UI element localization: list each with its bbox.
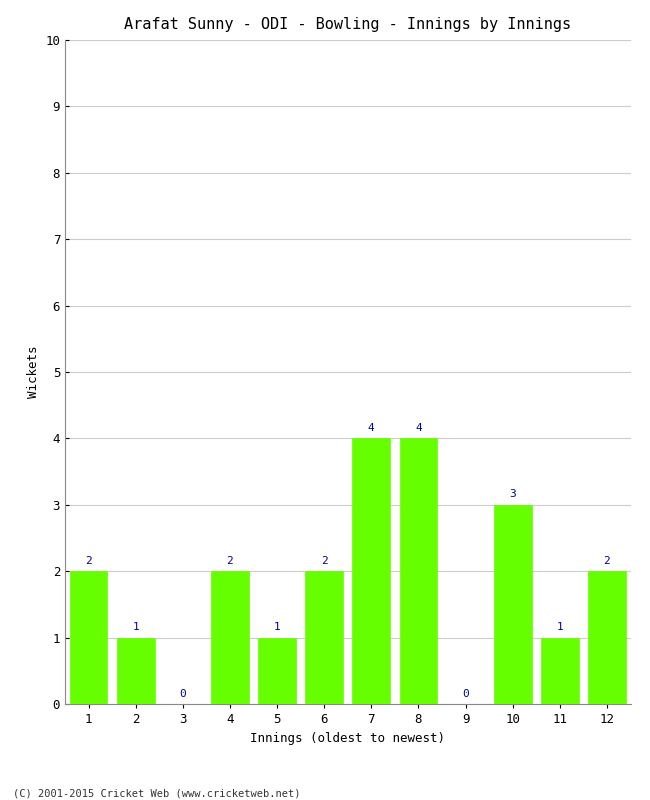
Text: 1: 1 (133, 622, 139, 632)
Text: 2: 2 (85, 556, 92, 566)
X-axis label: Innings (oldest to newest): Innings (oldest to newest) (250, 731, 445, 745)
Bar (258, 638, 296, 704)
Bar (70, 571, 107, 704)
Text: 0: 0 (462, 689, 469, 698)
Text: 1: 1 (556, 622, 563, 632)
Bar (400, 438, 437, 704)
Text: 2: 2 (321, 556, 328, 566)
Bar (541, 638, 578, 704)
Bar (211, 571, 249, 704)
Bar (494, 505, 532, 704)
Text: (C) 2001-2015 Cricket Web (www.cricketweb.net): (C) 2001-2015 Cricket Web (www.cricketwe… (13, 788, 300, 798)
Text: 1: 1 (274, 622, 280, 632)
Bar (117, 638, 155, 704)
Bar (588, 571, 626, 704)
Bar (352, 438, 390, 704)
Title: Arafat Sunny - ODI - Bowling - Innings by Innings: Arafat Sunny - ODI - Bowling - Innings b… (124, 17, 571, 32)
Text: 4: 4 (368, 423, 374, 433)
Text: 0: 0 (179, 689, 186, 698)
Text: 4: 4 (415, 423, 422, 433)
Text: 2: 2 (604, 556, 610, 566)
Y-axis label: Wickets: Wickets (27, 346, 40, 398)
Bar (306, 571, 343, 704)
Text: 3: 3 (510, 490, 516, 499)
Text: 2: 2 (227, 556, 233, 566)
